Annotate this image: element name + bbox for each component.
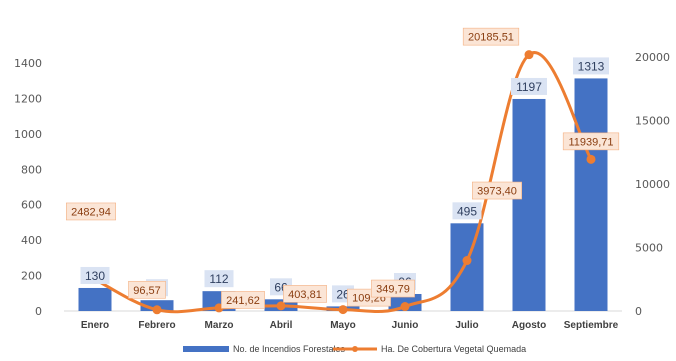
line-value-label: 349,79 bbox=[376, 284, 410, 296]
line-value-label: 241,62 bbox=[226, 295, 260, 307]
category-label: Marzo bbox=[205, 320, 234, 331]
left-tick-label: 600 bbox=[21, 199, 42, 212]
left-tick-label: 1200 bbox=[14, 92, 42, 105]
line-label-box bbox=[66, 202, 117, 221]
category-label: Junio bbox=[392, 320, 419, 331]
legend-label-bars: No. de Incendios Forestales bbox=[233, 344, 346, 354]
bar-value-label: 1313 bbox=[578, 59, 605, 73]
left-tick-label: 800 bbox=[21, 163, 42, 176]
legend-label-line: Ha. De Cobertura Vegetal Quemada bbox=[381, 344, 526, 354]
bar-label-box bbox=[511, 77, 547, 95]
bar-value-label: 26 bbox=[336, 287, 350, 301]
x-axis-categories: Enero Febrero Marzo Abril Mayo Junio Julio Agos… bbox=[81, 320, 619, 331]
bar bbox=[78, 287, 112, 311]
line-label-box bbox=[283, 285, 327, 303]
line-point bbox=[152, 305, 162, 315]
line-label-box bbox=[128, 280, 166, 299]
line-series-points bbox=[90, 50, 596, 315]
right-tick-label: 15000 bbox=[635, 115, 670, 128]
line-point bbox=[586, 154, 596, 164]
line-value-label: 2482,94 bbox=[71, 206, 111, 218]
line-point bbox=[462, 256, 472, 266]
left-tick-label: 1000 bbox=[14, 128, 42, 141]
legend-swatch-bars bbox=[183, 346, 229, 352]
bar-label-box bbox=[573, 57, 609, 75]
category-label: Agosto bbox=[512, 320, 546, 331]
bar-value-label: 1197 bbox=[516, 80, 542, 94]
left-tick-label: 0 bbox=[35, 305, 42, 318]
left-tick-label: 1400 bbox=[14, 57, 42, 70]
category-label: Septiembre bbox=[564, 320, 619, 331]
bar-value-label: 112 bbox=[209, 272, 228, 286]
line-label-box bbox=[221, 291, 265, 309]
line-label-box bbox=[462, 27, 520, 46]
legend-swatch-line-marker bbox=[352, 346, 358, 352]
left-tick-label: 400 bbox=[21, 234, 42, 247]
right-tick-label: 10000 bbox=[635, 178, 670, 191]
bar bbox=[512, 98, 546, 312]
bar-series bbox=[78, 78, 608, 312]
left-tick-label: 200 bbox=[21, 270, 42, 283]
bar-value-label: 130 bbox=[85, 269, 105, 283]
bar-data-labels: 1306111266269649511971313 bbox=[80, 57, 609, 303]
line-point bbox=[276, 301, 286, 311]
bar bbox=[574, 78, 608, 311]
right-y-axis: 0 5000 10000 15000 20000 bbox=[635, 51, 670, 318]
line-point bbox=[524, 50, 534, 60]
bar bbox=[450, 223, 484, 311]
line-value-label: 20185,51 bbox=[468, 32, 514, 44]
left-y-axis: 0 200 400 600 800 1000 1200 1400 bbox=[14, 57, 42, 318]
line-label-box bbox=[371, 279, 415, 298]
line-point bbox=[338, 305, 348, 315]
legend: No. de Incendios Forestales Ha. De Cober… bbox=[183, 344, 526, 354]
category-label: Mayo bbox=[330, 320, 356, 331]
bar-label-box bbox=[204, 270, 234, 288]
bar-label-box bbox=[452, 202, 482, 220]
bar-value-label: 495 bbox=[457, 204, 477, 218]
line-value-label: 3973,40 bbox=[477, 186, 517, 198]
bar-label-box bbox=[80, 266, 110, 284]
category-label: Enero bbox=[81, 320, 109, 331]
right-tick-label: 5000 bbox=[635, 242, 663, 255]
category-label: Abril bbox=[270, 320, 293, 331]
line-value-label: 403,81 bbox=[288, 289, 322, 301]
line-value-label: 96,57 bbox=[133, 285, 161, 297]
line-label-box bbox=[471, 181, 522, 200]
right-tick-label: 20000 bbox=[635, 51, 670, 64]
line-point bbox=[400, 302, 410, 312]
category-label: Febrero bbox=[138, 320, 175, 331]
right-tick-label: 0 bbox=[635, 305, 642, 318]
line-label-box bbox=[562, 132, 620, 151]
line-value-label: 11939,71 bbox=[568, 136, 613, 148]
category-label: Julio bbox=[455, 320, 478, 331]
